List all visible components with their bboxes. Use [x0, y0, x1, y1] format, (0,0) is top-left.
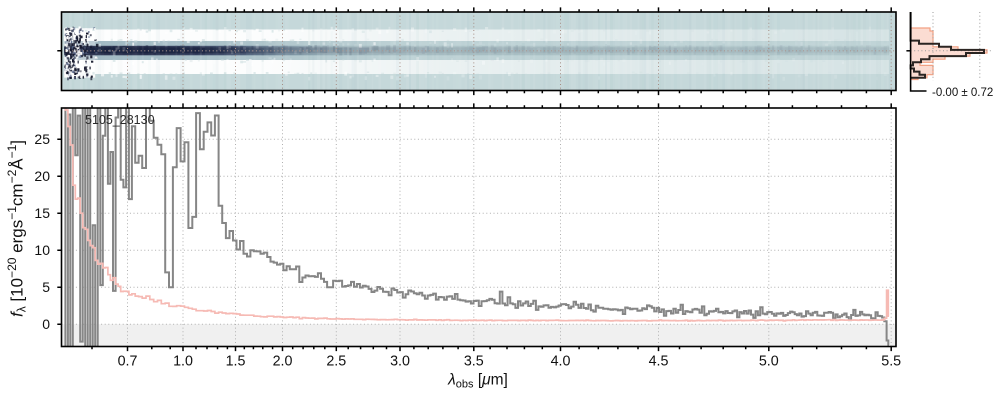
svg-text:0: 0: [42, 316, 50, 332]
svg-text:4.5: 4.5: [649, 354, 669, 370]
svg-text:4.0: 4.0: [551, 354, 571, 370]
svg-text:10: 10: [34, 242, 50, 258]
svg-text:3.0: 3.0: [390, 354, 410, 370]
svg-text:5.0: 5.0: [759, 354, 779, 370]
svg-text:fλ [10−20 ergs−1cm−2Å−1]: fλ [10−20 ergs−1cm−2Å−1]: [5, 140, 29, 317]
svg-text:20: 20: [34, 168, 50, 184]
svg-text:2.0: 2.0: [273, 354, 293, 370]
svg-text:λobs [μm]: λobs [μm]: [447, 372, 508, 391]
svg-text:-0.00 ± 0.72: -0.00 ± 0.72: [932, 87, 993, 99]
svg-text:5: 5: [42, 279, 50, 295]
svg-text:3.5: 3.5: [464, 354, 484, 370]
svg-text:1.5: 1.5: [226, 354, 246, 370]
svg-text:15: 15: [34, 205, 50, 221]
svg-text:0.7: 0.7: [118, 354, 138, 370]
svg-text:1.0: 1.0: [173, 354, 193, 370]
svg-text:5105_28130: 5105_28130: [85, 113, 155, 127]
svg-text:5.5: 5.5: [881, 354, 901, 370]
svg-text:2.5: 2.5: [326, 354, 346, 370]
svg-text:25: 25: [34, 131, 50, 147]
